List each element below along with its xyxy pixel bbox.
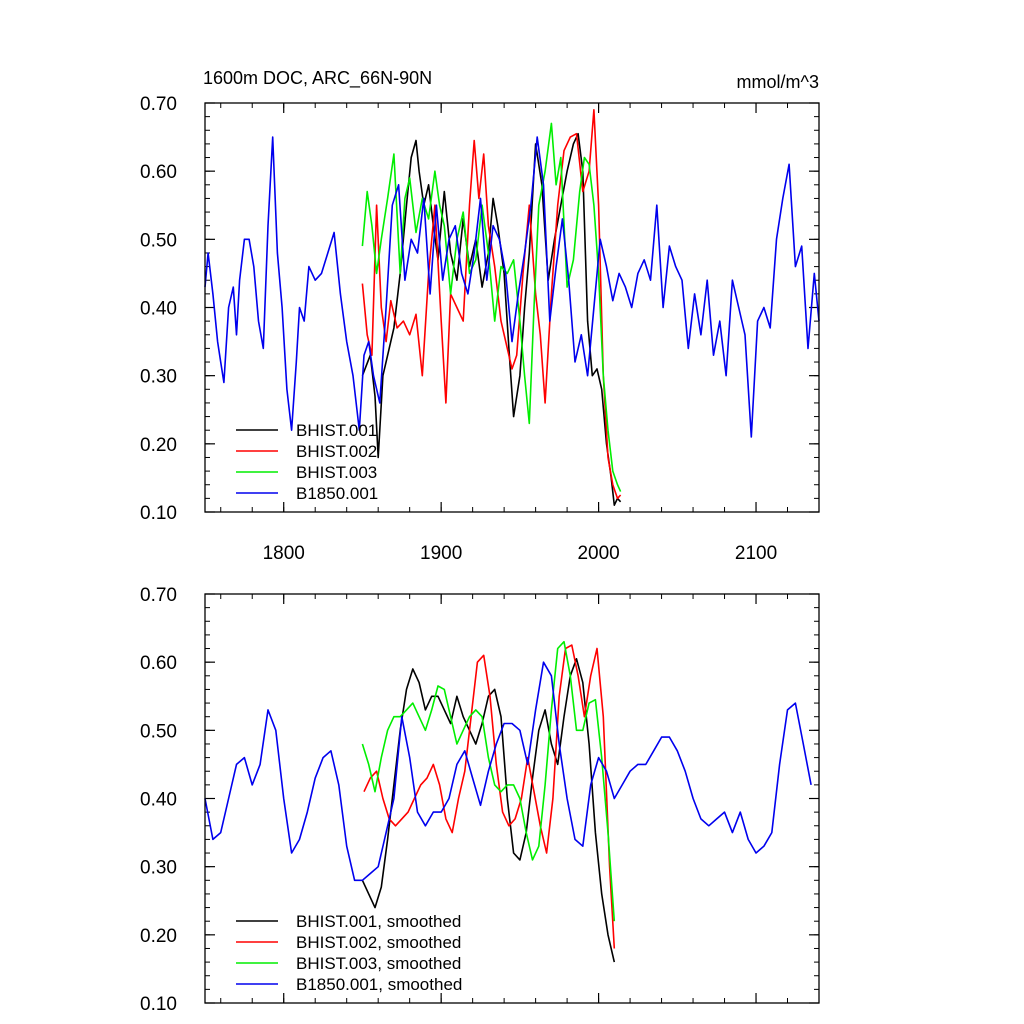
y-tick-label: 0.10 <box>140 503 177 524</box>
legend: BHIST.001 BHIST.002 BHIST.003 B1850.001 <box>236 421 378 503</box>
y-tick-label: 0.70 <box>140 94 177 115</box>
legend-label: B1850.001, smoothed <box>296 975 462 994</box>
y-tick-label: 0.30 <box>140 858 177 879</box>
series-line-bhist-003 <box>361 122 622 492</box>
x-tick-label: 2100 <box>735 543 777 564</box>
legend: BHIST.001, smoothed BHIST.002, smoothed BH… <box>236 912 462 994</box>
legend-label: BHIST.002 <box>296 442 377 461</box>
series-line-bhist-003-smoothed <box>361 640 616 922</box>
y-tick-label: 0.50 <box>140 230 177 251</box>
units-label: mmol/m^3 <box>737 72 819 92</box>
series-line-bhist-001-smoothed <box>361 658 616 963</box>
bottom-panel: 0.10 0.20 0.30 0.40 0.50 0.60 0.70 BHIST.001, … <box>140 585 820 1015</box>
y-tick-label: 0.30 <box>140 367 177 388</box>
x-tick-label: 1900 <box>420 543 462 564</box>
y-tick-label: 0.20 <box>140 926 177 947</box>
x-tick-label: 1800 <box>263 543 305 564</box>
legend-label: B1850.001 <box>296 484 378 503</box>
series-line-bhist-002-smoothed <box>363 644 616 949</box>
legend-label: BHIST.003 <box>296 463 377 482</box>
legend-label: BHIST.001, smoothed <box>296 912 461 931</box>
legend-label: BHIST.001 <box>296 421 377 440</box>
legend-label: BHIST.003, smoothed <box>296 954 461 973</box>
series-line-b1850-001 <box>204 136 820 438</box>
top-panel: 1600m DOC, ARC_66N-90N mmol/m^3 0.10 0.20… <box>140 68 820 564</box>
y-tick-label: 0.60 <box>140 162 177 183</box>
y-tick-label: 0.50 <box>140 721 177 742</box>
x-tick-label: 2000 <box>577 543 619 564</box>
chart-title: 1600m DOC, ARC_66N-90N <box>203 68 432 89</box>
legend-label: BHIST.002, smoothed <box>296 933 461 952</box>
plot-frame <box>204 102 820 513</box>
y-tick-label: 0.10 <box>140 994 177 1015</box>
y-tick-label: 0.20 <box>140 435 177 456</box>
y-tick-label: 0.40 <box>140 790 177 811</box>
y-tick-label: 0.40 <box>140 299 177 320</box>
plot-frame <box>204 593 820 1004</box>
y-tick-label: 0.60 <box>140 653 177 674</box>
y-tick-label: 0.70 <box>140 585 177 606</box>
series-line-bhist-001 <box>361 132 622 506</box>
series-line-bhist-002 <box>361 109 622 500</box>
series-line-b1850-001-smoothed <box>204 661 812 882</box>
